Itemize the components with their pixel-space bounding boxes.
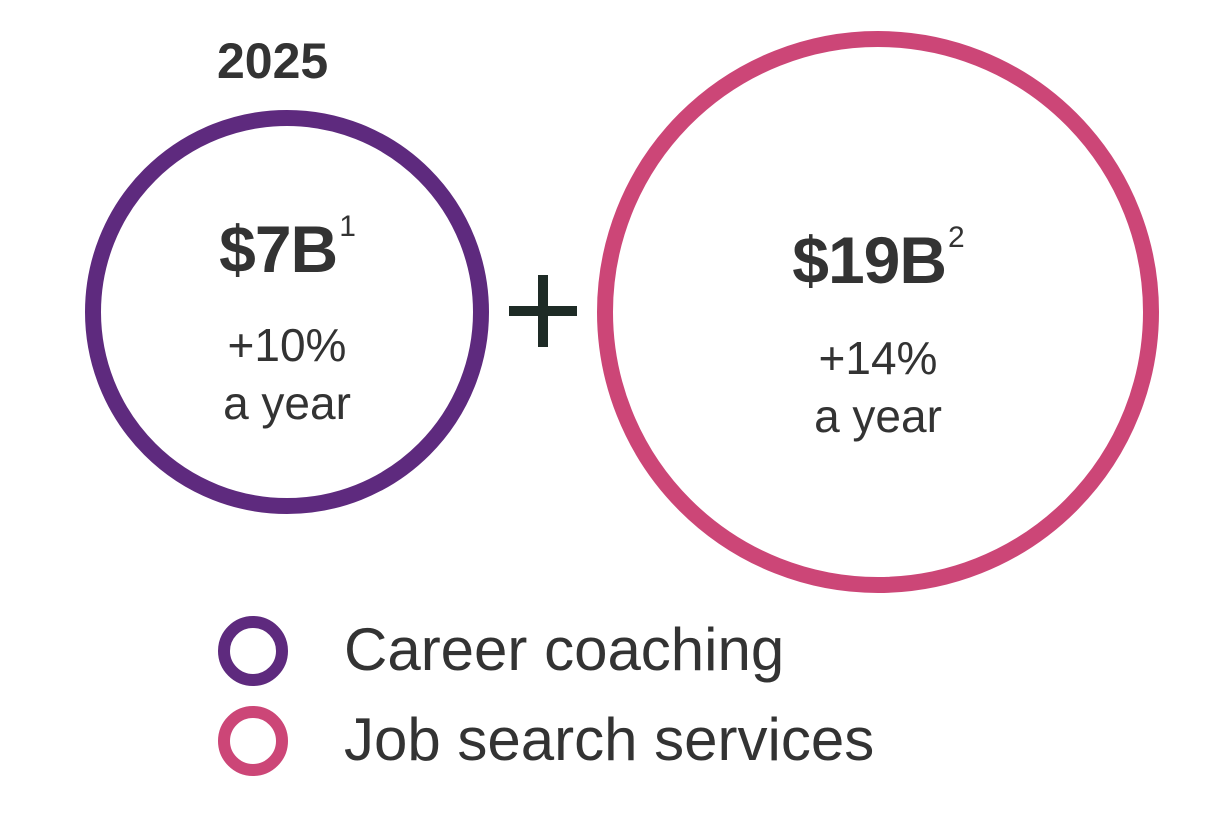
career-coaching-circle-content: $7B1 +10% a year bbox=[101, 126, 473, 498]
job-search-services-circle: $19B2 +14% a year bbox=[597, 31, 1159, 593]
legend-label-career-coaching: Career coaching bbox=[344, 616, 785, 683]
job-search-services-value: $19B2 bbox=[613, 223, 1143, 294]
career-coaching-footnote: 1 bbox=[339, 210, 356, 243]
job-search-services-footnote: 2 bbox=[948, 221, 965, 254]
career-coaching-growth-rate: +10% bbox=[227, 319, 347, 371]
job-search-services-growth-suffix: a year bbox=[814, 390, 942, 442]
legend-marker-job-search-services bbox=[218, 706, 288, 776]
career-coaching-value-label: $7B bbox=[219, 212, 338, 286]
career-coaching-growth-suffix: a year bbox=[223, 377, 351, 429]
job-search-services-growth: +14% a year bbox=[613, 329, 1143, 445]
career-coaching-circle: $7B1 +10% a year bbox=[85, 110, 489, 514]
legend-label-job-search-services: Job search services bbox=[344, 706, 875, 773]
job-search-services-value-label: $19B bbox=[792, 223, 947, 297]
job-search-services-circle-content: $19B2 +14% a year bbox=[613, 47, 1143, 577]
plus-operator-icon bbox=[509, 275, 577, 347]
chart-title-year: 2025 bbox=[217, 33, 329, 89]
career-coaching-value: $7B1 bbox=[101, 212, 473, 283]
legend-marker-career-coaching bbox=[218, 616, 288, 686]
job-search-services-growth-rate: +14% bbox=[818, 332, 938, 384]
career-coaching-growth: +10% a year bbox=[101, 316, 473, 432]
